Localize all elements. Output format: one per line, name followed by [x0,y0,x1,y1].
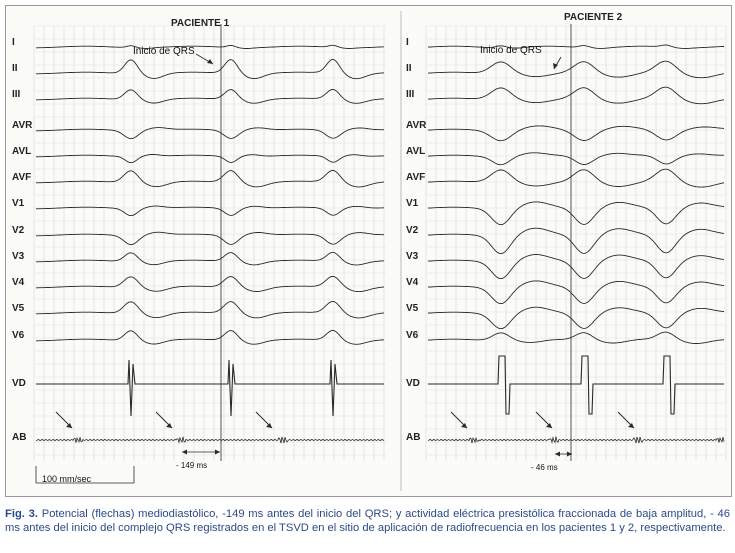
panel-1-trace-iii [36,88,385,104]
panel-2-lead-label-v2: V2 [406,225,419,236]
panel-1-trace-v5 [36,300,385,319]
panel-1-interval-label: - 149 ms [176,461,208,470]
panel-1-lead-label-v4: V4 [12,277,25,288]
panel-1-potential-arrow-head [166,423,172,428]
panel-1-trace-ab [36,436,385,444]
panel-1-interval-arrow-head-right [215,449,220,455]
panel-2-potential-arrow-head [628,423,634,428]
caption-text: Potencial (flechas) mediodiastólico, -14… [5,508,731,534]
panel-2-interval-arrow-head-right [567,451,572,457]
panel-1-trace-avf [36,169,385,188]
panel-1-lead-label-v2: V2 [12,225,25,236]
panel-2-lead-label-iii: III [406,89,415,100]
panel-2-lead-label-avr: AVR [406,120,427,131]
panel-2-trace-v2 [428,227,725,255]
panel-2-trace-ii [428,60,725,79]
panel-2-lead-label-v3: V3 [406,251,419,262]
panel-1-trace-v3 [36,251,385,266]
panel-2-trace-v4 [428,280,725,305]
panel-1-qrs-arrowhead [207,59,213,64]
panel-2-trace-avl [428,152,724,166]
panel-1-trace-v2 [36,231,384,246]
figure-caption: Fig. 3. Potencial (flechas) mediodiastól… [5,507,730,535]
panel-2-trace-v6 [428,331,725,344]
panel-2-qrs-annotation: Inicio de QRS [480,45,542,56]
panel-2-title: PACIENTE 2 [564,12,623,23]
panel-2-lead-label-avf: AVF [406,172,426,183]
panel-1-lead-label-vd: VD [12,378,26,389]
panel-2-trace-ab [427,436,725,444]
panel-1-trace-v4 [36,275,385,293]
panel-2-lead-label-ii: II [406,63,412,74]
panel-1-trace-vd [36,359,384,417]
caption-label: Fig. 3. [5,508,38,520]
panel-2-lead-label-v4: V4 [406,277,419,288]
panel-2-interval-label: - 46 ms [531,463,558,472]
panel-1-lead-label-v5: V5 [12,303,25,314]
panel-1-lead-label-avl: AVL [12,146,32,157]
panel-2-trace-avf [428,168,725,188]
panel-2-trace-v3 [428,254,725,280]
panel-1-lead-label-i: I [12,37,15,48]
panel-2-lead-label-avl: AVL [406,146,426,157]
panel-1-title: PACIENTE 1 [171,18,230,29]
panel-1-interval-arrow-head-left [182,449,187,455]
panel-1-trace-v1 [36,205,384,217]
panel-1-qrs-annotation: Inicio de QRS [133,46,195,57]
panel-1-lead-label-ab: AB [12,432,27,443]
panel-1-trace-avr [36,127,384,140]
panel-1-potential-arrow-head [66,423,72,428]
panel-2-qrs-arrowhead [553,63,558,69]
panel-2-trace-v5 [428,306,725,330]
panel-2-trace-iii [428,86,725,105]
panel-2-trace-avr [428,125,725,142]
time-scale-label: 100 mm/sec [42,474,92,484]
panel-2-trace-v1 [428,201,725,226]
panel-1-trace-avl [36,154,385,164]
panel-1-lead-label-v6: V6 [12,330,25,341]
panel-2-trace-vd [428,355,724,415]
panel-1-trace-ii [36,59,385,80]
panel-2-lead-label-ab: AB [406,432,421,443]
panel-2-potential-arrow-head [546,423,552,428]
panel-2-interval-arrow-head-left [555,451,560,457]
panel-2-potential-arrow-head [461,423,467,428]
panel-2-trace-i [428,44,724,49]
panel-1-lead-label-ii: II [12,63,18,74]
panel-1-trace-v6 [36,329,385,345]
ecg-tracings [33,11,727,491]
panel-2-lead-label-i: I [406,37,409,48]
panel-1-lead-label-iii: III [12,89,21,100]
panel-1-lead-label-v3: V3 [12,251,25,262]
panel-1-lead-label-avr: AVR [12,120,33,131]
panel-2-lead-label-vd: VD [406,378,420,389]
panel-1-potential-arrow-head [266,423,272,428]
ecg-figure: PACIENTE 1 PACIENTE 2 Inicio de QRS Inic… [5,5,732,497]
panel-1-trace-i [36,44,385,49]
panel-2-lead-label-v5: V5 [406,303,419,314]
panel-1-lead-label-avf: AVF [12,172,32,183]
panel-2-lead-label-v6: V6 [406,330,419,341]
panel-1-lead-label-v1: V1 [12,198,25,209]
panel-2-lead-label-v1: V1 [406,198,419,209]
